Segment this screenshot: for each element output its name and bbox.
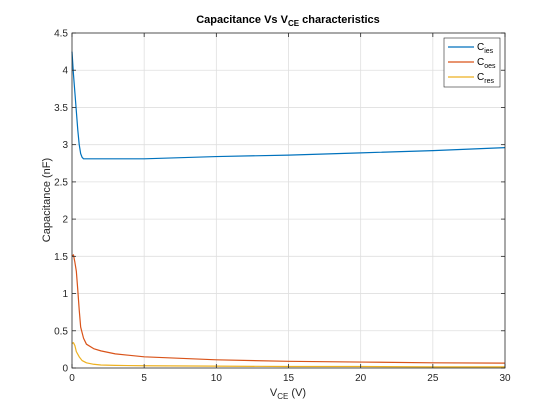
legend-entry-label: Cres	[477, 72, 494, 85]
x-tick-label: 25	[427, 373, 439, 384]
series-line-c-ies	[71, 51, 506, 160]
y-tick-label: 4.5	[54, 29, 68, 40]
x-tick-label: 0	[69, 373, 75, 384]
series-layer	[71, 51, 506, 368]
x-tick-label: 30	[499, 373, 511, 384]
x-axis-label: VCE (V)	[270, 387, 306, 401]
legend-entry-name: C	[477, 42, 484, 53]
series-line-c-res	[71, 342, 505, 368]
legend-entry-subscript: ies	[484, 48, 493, 55]
chart-title-rest: characteristics	[299, 14, 380, 26]
legend-entry-name: C	[477, 72, 484, 83]
chart-title-subscript: CE	[288, 19, 300, 28]
x-axis-label-subscript: CE	[277, 392, 288, 401]
y-tick-label: 0	[62, 364, 68, 375]
x-axis-label-main: V	[270, 387, 278, 399]
y-tick-label: 3.5	[54, 103, 68, 114]
x-tick-label: 15	[283, 373, 295, 384]
chart-title-main: Capacitance Vs V	[196, 14, 288, 26]
legend-entry-subscript: res	[484, 78, 494, 85]
chart-title: Capacitance Vs VCE characteristics	[196, 14, 380, 28]
x-axis-label-rest: (V)	[288, 387, 306, 399]
y-tick-label: 3	[62, 140, 68, 151]
x-tick-label: 5	[141, 373, 147, 384]
y-tick-label: 1	[62, 289, 68, 300]
y-axis-label: Capacitance (nF)	[41, 158, 53, 242]
legend-entry-label: Coes	[477, 57, 496, 70]
y-tick-label: 1.5	[54, 252, 68, 263]
y-tick-label: 0.5	[54, 326, 68, 337]
y-tick-label: 4	[62, 66, 68, 77]
x-tick-label: 20	[355, 373, 367, 384]
grid	[72, 33, 505, 368]
legend-entry-name: C	[477, 57, 484, 68]
y-tick-label: 2.5	[54, 177, 68, 188]
x-tick-label: 10	[211, 373, 223, 384]
legend-entry-label: Cies	[477, 42, 494, 55]
y-tick-label: 2	[62, 215, 68, 226]
series-line-c-oes	[71, 254, 506, 364]
axis-ticks: 0 5 10 15 20 25 30 0 0.5 1 1.5 2 2.5 3 3.5 4 4.5	[54, 29, 511, 385]
legend-entry-subscript: oes	[484, 63, 496, 70]
